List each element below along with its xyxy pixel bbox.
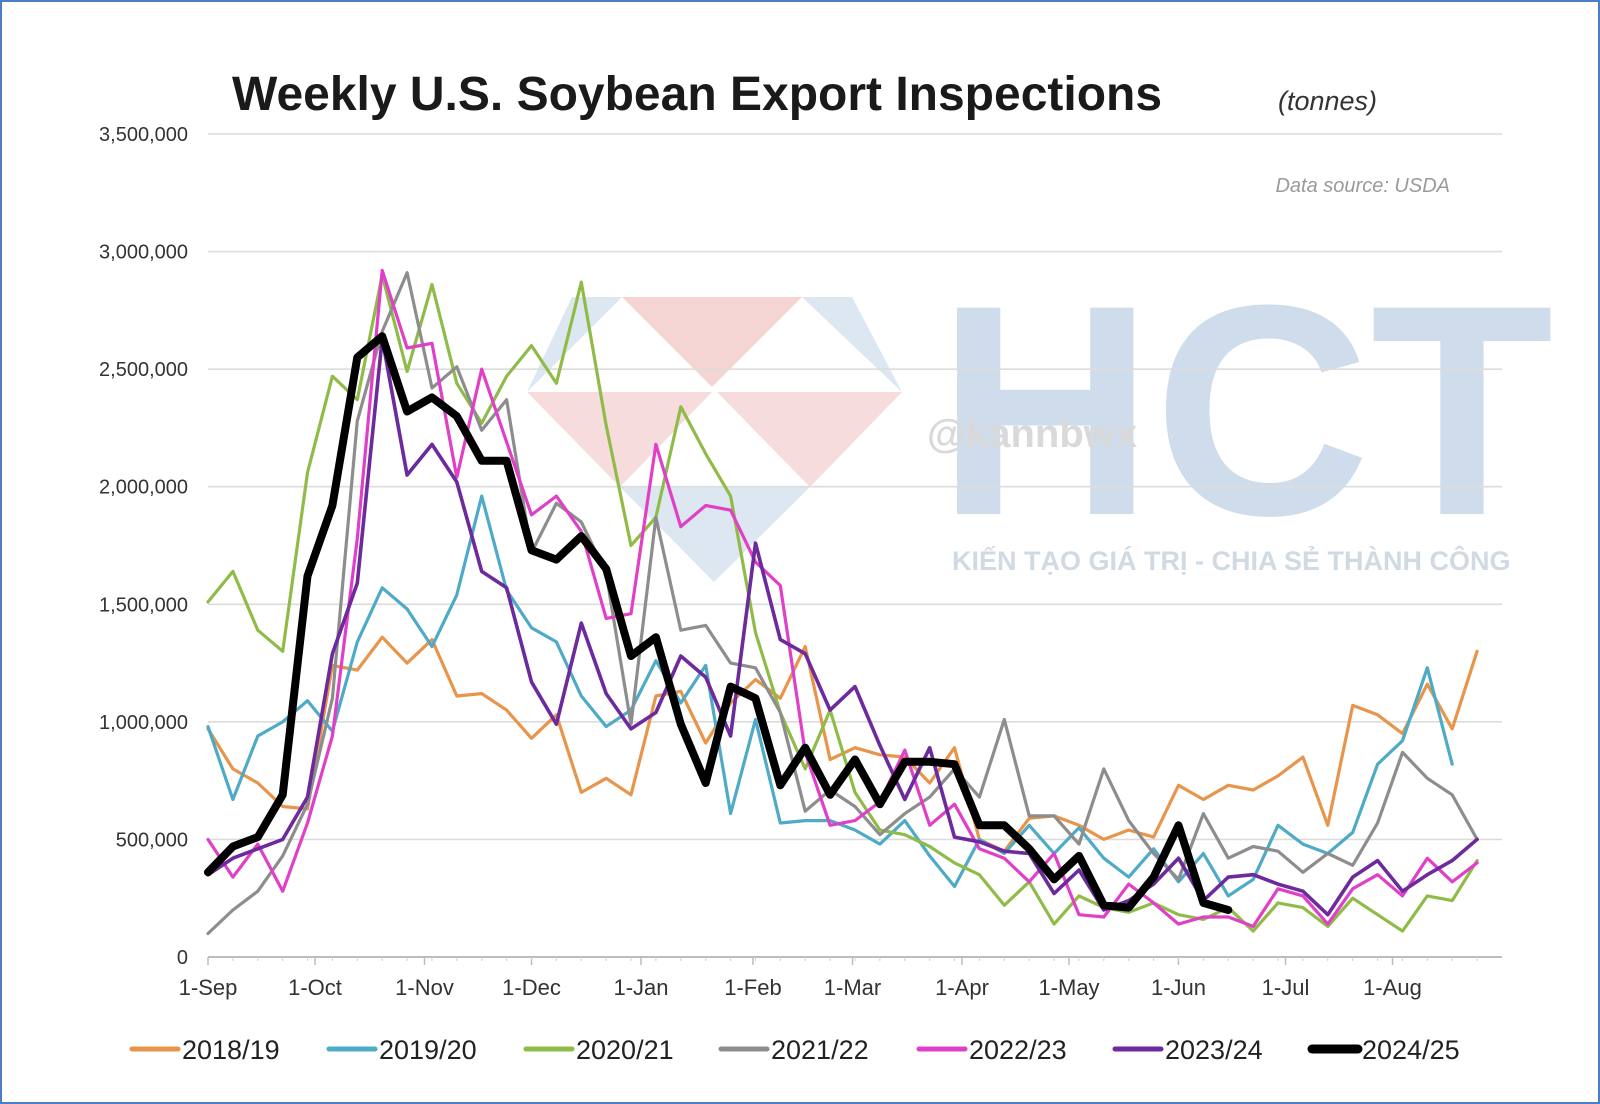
y-axis-ticks: 0 500,000 1,000,000 1,500,000 2,000,000 2,500… bbox=[99, 124, 188, 969]
y-tick-label: 2,500,000 bbox=[99, 359, 188, 381]
legend-label: 2018/19 bbox=[182, 1035, 280, 1065]
legend-label: 2021/22 bbox=[771, 1035, 869, 1065]
x-tick-label: 1-Nov bbox=[395, 975, 454, 1000]
y-tick-label: 1,000,000 bbox=[99, 712, 188, 734]
x-tick-label: 1-Dec bbox=[502, 975, 561, 1000]
watermark-triangle-top bbox=[622, 297, 802, 387]
y-tick-label: 2,000,000 bbox=[99, 477, 188, 499]
watermark-diamond-upper-right bbox=[802, 297, 902, 392]
watermark-tagline: KIẾN TẠO GIÁ TRỊ - CHIA SẺ THÀNH CÔNG bbox=[952, 544, 1511, 576]
y-tick-label: 3,500,000 bbox=[99, 124, 188, 146]
y-tick-label: 3,000,000 bbox=[99, 242, 188, 264]
watermark-diamond-bottom bbox=[620, 487, 810, 582]
legend: 2018/19 2019/20 2020/21 2021/22 2022/23 2023/… bbox=[129, 1035, 1460, 1065]
watermark-brand-letters: HCT bbox=[937, 242, 1554, 578]
legend-label: 2024/25 bbox=[1362, 1035, 1460, 1065]
watermark-triangle-right bbox=[717, 392, 902, 487]
watermark-diamond-upper-left bbox=[527, 297, 622, 392]
x-axis: 1-Sep 1-Oct 1-Nov 1-Dec 1-Jan 1-Feb 1-Mar 1-Apr… bbox=[179, 957, 1478, 1000]
grid-lines bbox=[208, 133, 1502, 958]
series-line-2021-22 bbox=[206, 271, 1479, 936]
series-line-2024-25 bbox=[204, 332, 1233, 914]
x-tick-label: 1-Mar bbox=[824, 975, 881, 1000]
data-source-note: Data source: USDA bbox=[1275, 175, 1450, 197]
x-tick-label: 1-Aug bbox=[1363, 975, 1422, 1000]
legend-label: 2019/20 bbox=[379, 1035, 477, 1065]
chart-title: Weekly U.S. Soybean Export Inspections bbox=[232, 68, 1162, 121]
legend-label: 2023/24 bbox=[1165, 1035, 1263, 1065]
x-tick-label: 1-Jun bbox=[1151, 975, 1206, 1000]
series-lines bbox=[204, 268, 1479, 936]
y-tick-label: 500,000 bbox=[116, 829, 188, 851]
y-tick-label: 1,500,000 bbox=[99, 594, 188, 616]
x-tick-label: 1-Oct bbox=[288, 975, 342, 1000]
legend-label: 2020/21 bbox=[576, 1035, 674, 1065]
x-tick-label: 1-Jul bbox=[1262, 975, 1310, 1000]
legend-label: 2022/23 bbox=[969, 1035, 1067, 1065]
series-line-2023-24 bbox=[206, 336, 1479, 917]
watermark-triangle-left bbox=[527, 392, 712, 487]
series-line-2022-23 bbox=[206, 268, 1479, 929]
x-tick-label: 1-May bbox=[1038, 975, 1099, 1000]
chart-title-unit: (tonnes) bbox=[1278, 86, 1377, 116]
x-tick-label: 1-Sep bbox=[179, 975, 238, 1000]
series-line-2018-19 bbox=[206, 635, 1479, 853]
x-tick-label: 1-Apr bbox=[935, 975, 989, 1000]
x-tick-label: 1-Jan bbox=[613, 975, 668, 1000]
hct-watermark: HCT @kannbwx KIẾN TẠO GIÁ TRỊ - CHIA SẺ … bbox=[527, 242, 1554, 582]
y-tick-label: 0 bbox=[177, 947, 188, 969]
watermark-handle: @kannbwx bbox=[927, 412, 1137, 456]
x-tick-label: 1-Feb bbox=[724, 975, 781, 1000]
